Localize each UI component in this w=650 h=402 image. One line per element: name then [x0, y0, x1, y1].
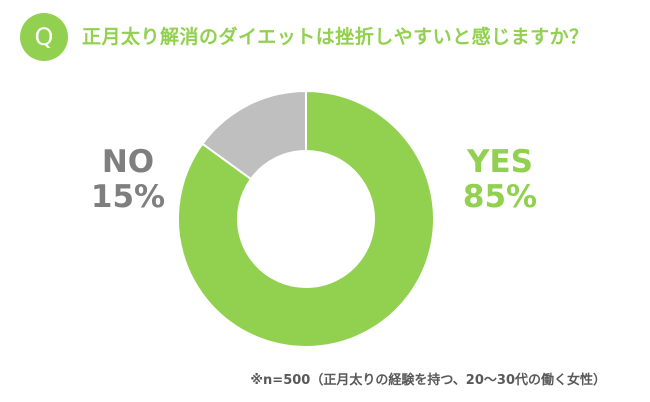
- question-title: 正月太り解消のダイエットは挫折しやすいと感じますか？: [82, 26, 589, 48]
- question-badge: Q: [20, 13, 68, 61]
- slice-category-no: NO: [101, 144, 155, 180]
- slice-value-no: 15%: [90, 179, 166, 215]
- question-badge-letter: Q: [34, 23, 54, 51]
- slice-value-yes: 85%: [462, 179, 538, 215]
- donut-slice-no: [201, 89, 307, 181]
- donut-slices: [177, 89, 435, 348]
- donut-slice-yes: [177, 89, 435, 348]
- slice-category-yes: YES: [467, 144, 533, 180]
- slice-label-yes: YES 85%: [440, 145, 560, 215]
- footnote: ※n=500（正月太りの経験を持つ、20～30代の働く女性）: [250, 373, 606, 388]
- slice-label-no: NO 15%: [68, 145, 188, 215]
